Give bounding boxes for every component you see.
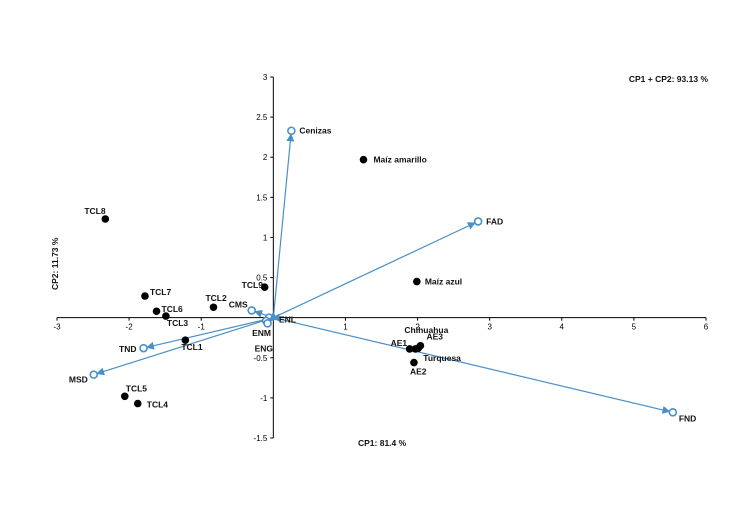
point-label: TCL6 bbox=[162, 304, 184, 314]
x-tick-label: 5 bbox=[632, 323, 637, 332]
sample-point bbox=[260, 283, 269, 291]
vector-arrow bbox=[96, 317, 274, 376]
point-label: AE1 bbox=[391, 338, 408, 348]
point-label: TCL5 bbox=[126, 383, 148, 393]
point-label: TCL9 bbox=[242, 280, 264, 290]
sample-point bbox=[414, 344, 423, 352]
vector-endpoint bbox=[668, 408, 678, 417]
x-axis-title: CP1: 81.4 % bbox=[358, 438, 407, 448]
y-tick-label: 2.5 bbox=[256, 113, 268, 122]
sample-point bbox=[101, 215, 110, 223]
x-tick-label: 6 bbox=[704, 323, 709, 332]
point-label: Maíz amarillo bbox=[373, 155, 426, 165]
x-tick-label: 3 bbox=[487, 323, 492, 332]
point-label: TCL3 bbox=[167, 318, 189, 328]
sample-point bbox=[359, 155, 368, 164]
x-tick-label: 4 bbox=[560, 323, 565, 332]
sample-point bbox=[181, 336, 190, 344]
vector-label: ENM bbox=[252, 328, 271, 338]
point-label: AE3 bbox=[426, 332, 443, 342]
sample-point bbox=[405, 345, 414, 353]
vector-label: TND bbox=[119, 344, 136, 354]
point-label: TCL7 bbox=[150, 287, 172, 297]
x-tick-label: -1 bbox=[198, 323, 206, 332]
sample-point bbox=[141, 292, 149, 300]
vector-endpoint bbox=[89, 370, 99, 379]
point-label: AE2 bbox=[410, 367, 427, 377]
vector-label: ENL bbox=[279, 315, 296, 325]
y-tick-label: -0.5 bbox=[254, 354, 268, 363]
y-tick-label: 3 bbox=[263, 73, 268, 82]
point-label: Turquesa bbox=[423, 353, 461, 363]
point-label: TCL4 bbox=[147, 400, 169, 410]
y-tick-label: 0.5 bbox=[256, 274, 268, 283]
vector-label: ENG bbox=[255, 343, 274, 353]
sample-points bbox=[101, 155, 425, 408]
point-label: TCL2 bbox=[205, 293, 227, 303]
vector-label: CMS bbox=[229, 299, 248, 309]
vector-endpoint bbox=[263, 318, 272, 328]
sample-point bbox=[162, 312, 170, 320]
sample-point bbox=[413, 277, 421, 286]
vector-label: Cenizas bbox=[299, 126, 331, 136]
vector-label: FND bbox=[679, 413, 696, 423]
vector-endpoint bbox=[287, 126, 296, 136]
point-label: TCL1 bbox=[181, 342, 203, 352]
x-tick-label: -2 bbox=[126, 323, 134, 332]
vector-endpoint bbox=[473, 217, 483, 226]
point-label: Chihuahua bbox=[404, 325, 448, 335]
y-tick-label: 1 bbox=[263, 233, 268, 242]
vector-arrow bbox=[272, 133, 295, 318]
vector-arrow bbox=[145, 317, 274, 350]
x-tick-label: -3 bbox=[53, 323, 61, 332]
x-tick-label: 1 bbox=[343, 323, 348, 332]
vector-label: MSD bbox=[69, 375, 88, 385]
sample-point bbox=[133, 399, 142, 408]
sample-point bbox=[209, 303, 218, 312]
sample-point bbox=[120, 392, 129, 401]
axis-ticks: -3 -2 -1 1 2 3 4 5 6 3 2.5 2 1.5 1 0.5 -0.5 -1 -1.5 bbox=[53, 73, 708, 443]
vector-endpoint bbox=[139, 343, 148, 353]
sample-point bbox=[410, 358, 418, 367]
y-tick-label: 1.5 bbox=[256, 193, 268, 202]
loading-vectors bbox=[89, 126, 678, 417]
point-label: TCL8 bbox=[84, 206, 106, 216]
y-tick-label: -1 bbox=[260, 394, 268, 403]
vector-arrow bbox=[273, 317, 671, 414]
vector-label: FAD bbox=[486, 216, 503, 226]
y-axis-title: CP2: 11.73 % bbox=[50, 237, 60, 290]
vector-endpoint bbox=[247, 306, 256, 315]
y-tick-label: 2 bbox=[263, 153, 268, 162]
chart-labels: Cenizas FAD FND MSD TND CMS ENL ENM ENG TCL8 TCL7 T… bbox=[69, 126, 696, 424]
sample-point bbox=[152, 307, 161, 316]
vector-arrow bbox=[273, 222, 476, 319]
x-tick-label: 2 bbox=[415, 323, 420, 332]
variance-annotation: CP1 + CP2: 93.13 % bbox=[629, 74, 709, 84]
y-tick-label: -1.5 bbox=[254, 434, 268, 443]
point-label: Maíz azul bbox=[425, 277, 462, 287]
